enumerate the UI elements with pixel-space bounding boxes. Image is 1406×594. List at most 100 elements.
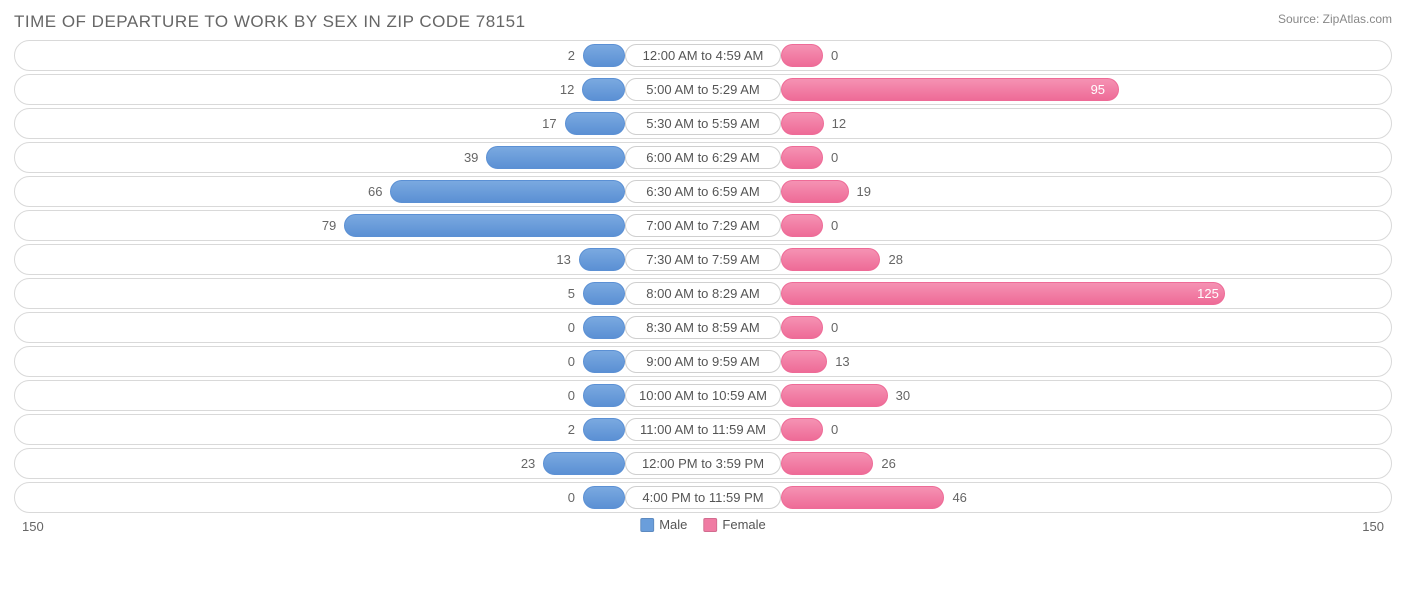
chart-row: 3906:00 AM to 6:29 AM bbox=[14, 142, 1392, 173]
row-right-half: 19 bbox=[703, 177, 1391, 206]
female-value-label: 95 bbox=[1085, 75, 1111, 104]
row-left-half: 23 bbox=[15, 449, 703, 478]
chart-row: 5 125 8:00 AM to 8:29 AM bbox=[14, 278, 1392, 309]
chart-header: TIME OF DEPARTURE TO WORK BY SEX IN ZIP … bbox=[14, 12, 1392, 40]
row-left-half: 5 bbox=[15, 279, 703, 308]
chart-row: 66 19 6:30 AM to 6:59 AM bbox=[14, 176, 1392, 207]
legend-swatch bbox=[640, 518, 654, 532]
row-left-half: 2 bbox=[15, 41, 703, 70]
female-value-label: 125 bbox=[1191, 279, 1225, 308]
male-bar bbox=[583, 486, 625, 509]
row-right-half: 0 bbox=[703, 143, 1391, 172]
category-label: 8:30 AM to 8:59 AM bbox=[625, 316, 781, 339]
female-bar bbox=[781, 282, 1225, 305]
male-value-label: 0 bbox=[562, 483, 581, 512]
male-bar bbox=[583, 384, 625, 407]
chart-source: Source: ZipAtlas.com bbox=[1278, 12, 1392, 26]
chart-container: TIME OF DEPARTURE TO WORK BY SEX IN ZIP … bbox=[0, 0, 1406, 594]
row-right-half: 0 bbox=[703, 41, 1391, 70]
row-left-half: 66 bbox=[15, 177, 703, 206]
legend-label: Female bbox=[722, 517, 765, 532]
female-bar bbox=[781, 418, 823, 441]
row-left-half: 12 bbox=[15, 75, 703, 104]
chart-row: 0 46 4:00 PM to 11:59 PM bbox=[14, 482, 1392, 513]
male-bar bbox=[583, 44, 625, 67]
chart-title: TIME OF DEPARTURE TO WORK BY SEX IN ZIP … bbox=[14, 12, 526, 32]
male-bar bbox=[582, 78, 625, 101]
chart-row: 13287:30 AM to 7:59 AM bbox=[14, 244, 1392, 275]
row-left-half: 0 bbox=[15, 313, 703, 342]
male-value-label: 0 bbox=[562, 347, 581, 376]
category-label: 8:00 AM to 8:29 AM bbox=[625, 282, 781, 305]
female-value-label: 26 bbox=[875, 449, 901, 478]
row-right-half: 0 bbox=[703, 313, 1391, 342]
male-bar bbox=[390, 180, 625, 203]
male-value-label: 0 bbox=[562, 313, 581, 342]
female-bar bbox=[781, 44, 823, 67]
category-label: 11:00 AM to 11:59 AM bbox=[625, 418, 781, 441]
male-value-label: 17 bbox=[536, 109, 562, 138]
female-value-label: 46 bbox=[946, 483, 972, 512]
male-value-label: 23 bbox=[515, 449, 541, 478]
row-right-half: 0 bbox=[703, 211, 1391, 240]
female-bar bbox=[781, 248, 880, 271]
male-value-label: 0 bbox=[562, 381, 581, 410]
chart-legend: Male Female bbox=[640, 517, 766, 532]
female-value-label: 19 bbox=[851, 177, 877, 206]
category-label: 4:00 PM to 11:59 PM bbox=[625, 486, 781, 509]
row-right-half: 0 bbox=[703, 415, 1391, 444]
legend-label: Male bbox=[659, 517, 687, 532]
female-bar bbox=[781, 350, 827, 373]
chart-row: 23 26 12:00 PM to 3:59 PM bbox=[14, 448, 1392, 479]
category-label: 9:00 AM to 9:59 AM bbox=[625, 350, 781, 373]
female-value-label: 0 bbox=[825, 211, 844, 240]
female-value-label: 0 bbox=[825, 143, 844, 172]
row-right-half: 46 bbox=[703, 483, 1391, 512]
row-left-half: 2 bbox=[15, 415, 703, 444]
category-label: 12:00 PM to 3:59 PM bbox=[625, 452, 781, 475]
male-bar bbox=[583, 316, 625, 339]
chart-row: 2 0 11:00 AM to 11:59 AM bbox=[14, 414, 1392, 445]
male-bar bbox=[583, 282, 625, 305]
male-bar bbox=[583, 418, 625, 441]
category-label: 10:00 AM to 10:59 AM bbox=[625, 384, 781, 407]
row-right-half: 13 bbox=[703, 347, 1391, 376]
row-left-half: 17 bbox=[15, 109, 703, 138]
row-left-half: 13 bbox=[15, 245, 703, 274]
chart-row: 0 139:00 AM to 9:59 AM bbox=[14, 346, 1392, 377]
row-right-half: 95 bbox=[703, 75, 1391, 104]
female-value-label: 28 bbox=[882, 245, 908, 274]
row-right-half: 28 bbox=[703, 245, 1391, 274]
legend-swatch bbox=[703, 518, 717, 532]
chart-row: 2012:00 AM to 4:59 AM bbox=[14, 40, 1392, 71]
row-right-half: 12 bbox=[703, 109, 1391, 138]
female-bar bbox=[781, 112, 824, 135]
row-left-half: 0 bbox=[15, 483, 703, 512]
chart-row: 0 30 10:00 AM to 10:59 AM bbox=[14, 380, 1392, 411]
category-label: 6:30 AM to 6:59 AM bbox=[625, 180, 781, 203]
row-left-half: 39 bbox=[15, 143, 703, 172]
chart-row: 7907:00 AM to 7:29 AM bbox=[14, 210, 1392, 241]
row-right-half: 30 bbox=[703, 381, 1391, 410]
row-right-half: 26 bbox=[703, 449, 1391, 478]
row-right-half: 125 bbox=[703, 279, 1391, 308]
row-left-half: 0 bbox=[15, 347, 703, 376]
male-value-label: 79 bbox=[316, 211, 342, 240]
female-bar bbox=[781, 486, 944, 509]
female-bar bbox=[781, 146, 823, 169]
legend-item: Male bbox=[640, 517, 687, 532]
female-value-label: 0 bbox=[825, 41, 844, 70]
axis-label-right: 150 bbox=[1362, 519, 1384, 534]
female-value-label: 30 bbox=[890, 381, 916, 410]
male-value-label: 66 bbox=[362, 177, 388, 206]
male-bar bbox=[565, 112, 625, 135]
female-bar bbox=[781, 452, 873, 475]
female-value-label: 0 bbox=[825, 313, 844, 342]
male-bar bbox=[579, 248, 625, 271]
female-bar bbox=[781, 180, 849, 203]
axis-label-left: 150 bbox=[22, 519, 44, 534]
category-label: 5:30 AM to 5:59 AM bbox=[625, 112, 781, 135]
female-value-label: 0 bbox=[825, 415, 844, 444]
female-bar bbox=[781, 384, 888, 407]
female-bar bbox=[781, 214, 823, 237]
